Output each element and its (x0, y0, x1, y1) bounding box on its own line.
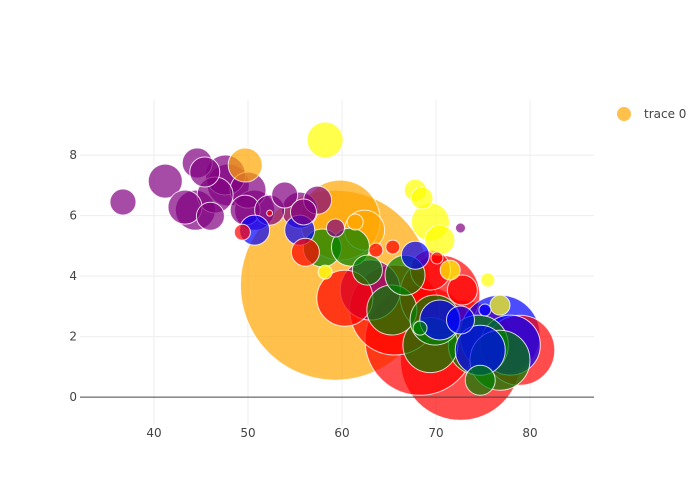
bubble-point[interactable] (290, 237, 320, 267)
bubble-point[interactable] (147, 163, 183, 199)
x-tick-label: 70 (428, 426, 443, 440)
axes: 40 50 60 70 80 0 2 4 6 8 (69, 148, 594, 440)
bubbles (109, 121, 556, 421)
bubble-point[interactable] (478, 303, 492, 317)
x-tick-label: 80 (522, 426, 537, 440)
bubble-point[interactable] (306, 121, 344, 159)
bubble-point[interactable] (445, 305, 475, 335)
bubble-point[interactable] (233, 223, 251, 241)
bubble-point[interactable] (489, 294, 511, 316)
x-tick-label: 50 (240, 426, 255, 440)
x-tick-label: 40 (146, 426, 161, 440)
bubble-point[interactable] (410, 186, 434, 210)
bubble-point[interactable] (424, 224, 456, 256)
bubble-point[interactable] (368, 242, 384, 258)
legend-marker (617, 107, 631, 121)
bubble-point[interactable] (266, 209, 274, 217)
bubble-point[interactable] (385, 239, 401, 255)
bubble-point[interactable] (400, 240, 430, 270)
bubble-point[interactable] (480, 272, 496, 288)
x-tick-label: 60 (334, 426, 349, 440)
bubble-point[interactable] (430, 251, 444, 265)
bubble-point[interactable] (464, 364, 496, 396)
y-tick-label: 6 (69, 209, 77, 223)
bubble-point[interactable] (446, 274, 478, 306)
bubble-point[interactable] (346, 213, 364, 231)
bubble-point[interactable] (317, 264, 333, 280)
bubble-point[interactable] (195, 201, 225, 231)
bubble-point[interactable] (271, 181, 299, 209)
y-tick-label: 2 (69, 330, 77, 344)
y-tick-label: 4 (69, 269, 77, 283)
y-tick-label: 8 (69, 148, 77, 162)
bubble-point[interactable] (454, 222, 466, 234)
bubble-point[interactable] (189, 156, 221, 188)
y-tick-label: 0 (69, 390, 77, 404)
bubble-point[interactable] (439, 259, 461, 281)
bubble-point[interactable] (227, 147, 263, 183)
legend[interactable]: trace 0 (617, 107, 686, 121)
bubble-point[interactable] (325, 218, 345, 238)
bubble-point[interactable] (289, 198, 317, 226)
bubble-point[interactable] (351, 254, 383, 286)
bubble-point[interactable] (412, 320, 428, 336)
legend-label[interactable]: trace 0 (644, 107, 686, 121)
bubble-point[interactable] (109, 188, 137, 216)
